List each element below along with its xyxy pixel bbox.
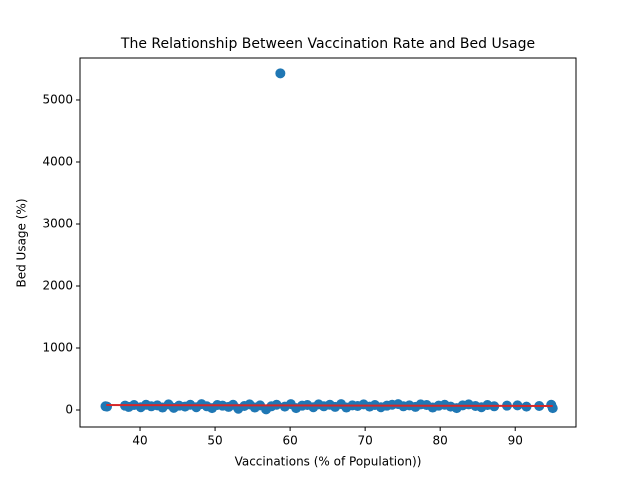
- point: [547, 403, 558, 414]
- x-tick-label: 70: [358, 434, 373, 448]
- y-tick-label: 3000: [42, 216, 73, 230]
- point: [102, 401, 113, 412]
- plot-frame: [79, 57, 577, 428]
- y-tick-label: 1000: [42, 341, 73, 355]
- x-axis-label: Vaccinations (% of Population)): [235, 455, 422, 469]
- y-tick-label: 5000: [42, 92, 73, 106]
- y-tick-label: 0: [65, 403, 73, 417]
- x-tick-label: 40: [132, 434, 147, 448]
- y-tick-label: 2000: [42, 278, 73, 292]
- trend-line: [106, 404, 553, 407]
- x-tick-label: 90: [508, 434, 523, 448]
- chart-title: The Relationship Between Vaccination Rat…: [120, 36, 535, 52]
- x-tick-label: 80: [433, 434, 448, 448]
- y-tick-label: 4000: [42, 154, 73, 168]
- x-tick-label: 60: [282, 434, 297, 448]
- point: [275, 68, 286, 79]
- x-tick-label: 50: [207, 434, 222, 448]
- y-axis-label: Bed Usage (%): [15, 198, 29, 287]
